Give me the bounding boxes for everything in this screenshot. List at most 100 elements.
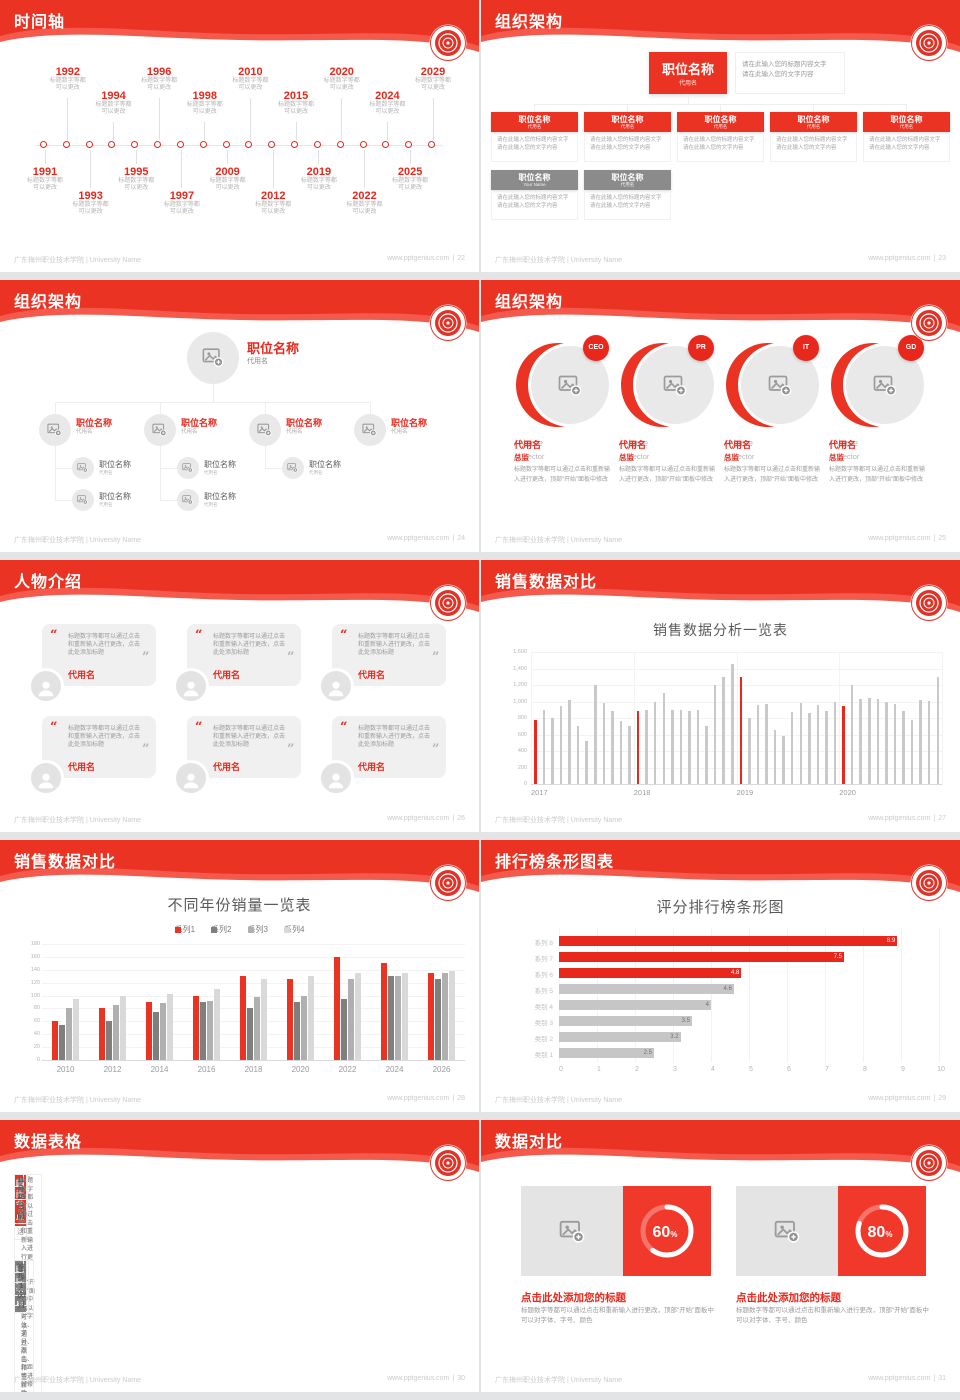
gridline — [42, 1008, 465, 1010]
bar-chart-canvas: 销售数据分析一览表 0 200 400 600 800 1,000 1,200 1,400 1,6… — [481, 560, 960, 832]
grouped-bar-chart-canvas: 不同年份销量一览表 系列1 系列2 系列3 系列4 0 20 40 60 80 100 120 140 1… — [0, 840, 479, 1112]
x-axis-tick: 9 — [901, 1066, 905, 1073]
close-quote-icon: ” — [287, 650, 295, 665]
page-title: 排行榜条形图表 — [495, 854, 615, 871]
x-axis-tick: 2018 — [244, 1065, 263, 1074]
quote-text: 标题数字等都可以通过点击和重新输入进行更改，点击此处添加标题 — [358, 726, 431, 748]
table-header-cell: 时间节点 — [14, 1260, 26, 1312]
data-bar — [790, 712, 794, 784]
org-box-red-5: 职位名称 代用名 — [863, 112, 950, 132]
x-axis-line — [42, 1060, 465, 1061]
timeline-caption: 可以更改 — [261, 209, 286, 215]
org-sub-subtitle: 代用名 — [99, 502, 113, 507]
x-axis-tick: 2012 — [103, 1065, 122, 1074]
slide-footer: 广东梅州职业技术学院 | University Name www.pptgeniu… — [14, 1095, 465, 1105]
page-title: 人物介绍 — [14, 574, 83, 591]
open-quote-icon: “ — [195, 720, 203, 735]
y-axis-tick: 40 — [33, 1031, 40, 1038]
timeline-caption: 标题数字等都 — [392, 178, 429, 184]
footer-school-name: 广东梅州职业技术学院 | University Name — [14, 1097, 142, 1104]
profile-description: 标题数字等都可以通过点击和重新输入进行更改，顶部“开始”面板中修改 — [829, 467, 926, 483]
data-bar — [919, 699, 922, 784]
org-chart-canvas: 职位名称 代用名 职位名称 代用名 职位名称 代用名 职位名称 代用名 职位名称 代用名 职位名称代… — [0, 280, 479, 552]
timeline-caption: 可以更改 — [375, 109, 400, 115]
org-box-title: 职位名称 — [797, 115, 830, 124]
timeline-event: 1998 标题数字等都 可以更改 — [177, 90, 233, 116]
data-bar — [568, 699, 571, 784]
footer-school-name: 广东梅州职业技术学院 | University Name — [495, 1097, 623, 1104]
timeline-caption: 可以更改 — [238, 85, 263, 91]
timeline-year: 1996 — [146, 66, 172, 78]
x-axis-tick: 8 — [863, 1066, 867, 1073]
connector — [54, 446, 56, 500]
org-branch-subtitle: 代用名 — [286, 429, 303, 435]
y-axis-tick: 120 — [30, 979, 40, 986]
org-branch-avatar — [354, 414, 386, 446]
data-bar — [214, 989, 220, 1060]
data-bar — [559, 1032, 681, 1042]
x-axis-tick: 2024 — [385, 1065, 404, 1074]
timeline-dot — [291, 140, 299, 148]
footer-school-name: 广东梅州职业技术学院 | University Name — [495, 817, 623, 824]
data-bar — [193, 995, 199, 1060]
compare-card-title: 点击此处添加您的标题 — [736, 1292, 841, 1304]
school-logo-icon — [429, 24, 467, 62]
timeline-year: 2020 — [329, 66, 354, 78]
timeline-caption: 标题数字等都 — [95, 102, 132, 108]
gridline — [839, 652, 841, 784]
data-bar — [559, 952, 844, 962]
x-axis-tick: 2020 — [291, 1065, 310, 1074]
school-logo-icon — [429, 864, 467, 902]
slide-org-chart-boxes: 组织架构 职位名称 代用名 请在此输入您的标题内容文字 请在此输入您的文字内容 职位名称… — [481, 0, 960, 272]
org-root-avatar — [187, 332, 239, 384]
data-bar — [435, 979, 441, 1060]
x-axis-tick: 2010 — [56, 1065, 75, 1074]
org-branch-avatar — [144, 414, 176, 446]
page-number: 23 — [938, 255, 946, 262]
connector — [55, 499, 72, 501]
timeline-year: 1995 — [124, 166, 149, 178]
data-bar — [113, 1005, 119, 1060]
org-sub-avatar — [72, 489, 94, 511]
data-bar — [628, 726, 631, 784]
org-box-red-1: 职位名称 代用名 — [491, 112, 578, 132]
org-box-caption: 请在此输入您的标题内容文字 请在此输入您的文字内容 — [677, 132, 764, 162]
timeline-dot — [131, 140, 139, 148]
data-bar — [773, 729, 777, 784]
timeline-connector — [318, 150, 320, 164]
gridline — [42, 1047, 465, 1049]
data-bar — [833, 702, 837, 784]
timeline-caption: 可以更改 — [306, 185, 331, 191]
timeline-year: 1997 — [169, 190, 195, 202]
compare-canvas: 60% 点击此处添加您的标题 标题数字等都可以通过点击和重新输入进行更改，顶部“开始… — [481, 1120, 960, 1392]
caption-line: 请在此输入您的文字内容 — [590, 145, 651, 151]
profile-description: 标题数字等都可以通过点击和重新输入进行更改，顶部“开始”面板中修改 — [514, 467, 611, 483]
y-axis-tick: 180 — [30, 941, 40, 947]
connector — [369, 402, 371, 414]
quote-text: 标题数字等都可以通过点击和重新输入进行更改，点击此处添加标题 — [213, 634, 286, 656]
person-avatar — [28, 668, 64, 704]
data-bar — [636, 710, 640, 784]
quote-text: 标题数字等都可以通过点击和重新输入进行更改，点击此处添加标题 — [213, 726, 286, 748]
timeline-canvas: 1991 标题数字等都 可以更改 1992 标题数字等都 可以更改 1993 标题数字等都 可以… — [0, 0, 479, 272]
slide-org-chart-avatars: 组织架构 职位名称 代用名 职位名称 代用名 职位名称 代用名 职位名称 代用名 职位名称 代用名… — [0, 280, 479, 552]
data-bar — [247, 1008, 253, 1060]
timeline-caption: 可以更改 — [101, 109, 126, 115]
org-box-caption: 请在此输入您的标题内容文字 请在此输入您的文字内容 — [584, 190, 671, 220]
header-wave — [481, 0, 960, 52]
svg-text:60%: 60% — [653, 1224, 678, 1241]
timeline-dot — [222, 140, 230, 148]
org-box-subtitle: 代用名 — [713, 124, 728, 129]
data-bar — [850, 685, 854, 784]
org-box-subtitle: 代用名 — [806, 124, 821, 129]
profile-name-cn: 代用名 — [829, 440, 857, 450]
timeline-caption: 标题数字等都 — [323, 78, 360, 84]
org-sub-subtitle: 代用名 — [204, 502, 218, 507]
close-quote-icon: ” — [142, 650, 150, 665]
data-bar — [559, 705, 563, 784]
gridline — [42, 982, 465, 984]
timeline-dot — [108, 140, 116, 148]
org-sub-avatar — [282, 457, 304, 479]
data-bar — [859, 699, 862, 784]
data-bar — [662, 693, 666, 784]
